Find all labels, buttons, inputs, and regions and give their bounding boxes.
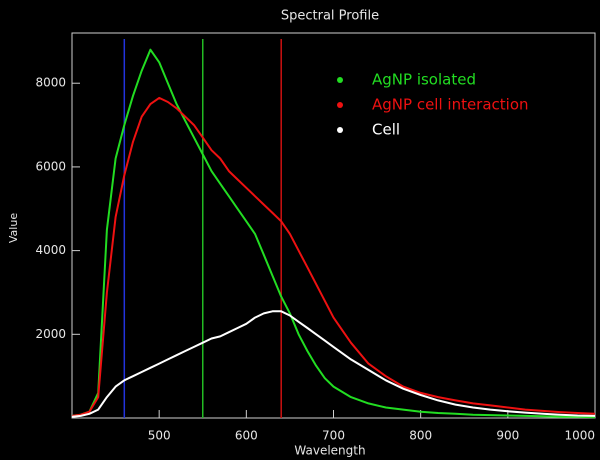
x-tick-label: 900 (496, 429, 519, 443)
x-tick-label: 1000 (564, 429, 595, 443)
legend-swatch (337, 102, 343, 108)
y-tick-label: 2000 (35, 327, 66, 341)
y-tick-label: 8000 (35, 76, 66, 90)
x-tick-label: 800 (409, 429, 432, 443)
x-tick-label: 500 (148, 429, 171, 443)
legend-swatch (337, 77, 343, 83)
legend-label: Cell (372, 121, 400, 139)
series-line (71, 48, 596, 419)
x-tick-label: 700 (322, 429, 345, 443)
y-tick-label: 6000 (35, 159, 66, 173)
legend-label: AgNP cell interaction (372, 96, 529, 114)
x-axis-label: Wavelength (294, 444, 365, 458)
y-axis-label: Value (7, 213, 20, 243)
legend-label: AgNP isolated (372, 71, 476, 89)
chart-title: Spectral Profile (281, 9, 379, 24)
y-tick-label: 4000 (35, 243, 66, 257)
series-line (71, 310, 596, 418)
x-tick-label: 600 (235, 429, 258, 443)
series-line (71, 96, 596, 417)
legend-swatch (337, 127, 343, 133)
